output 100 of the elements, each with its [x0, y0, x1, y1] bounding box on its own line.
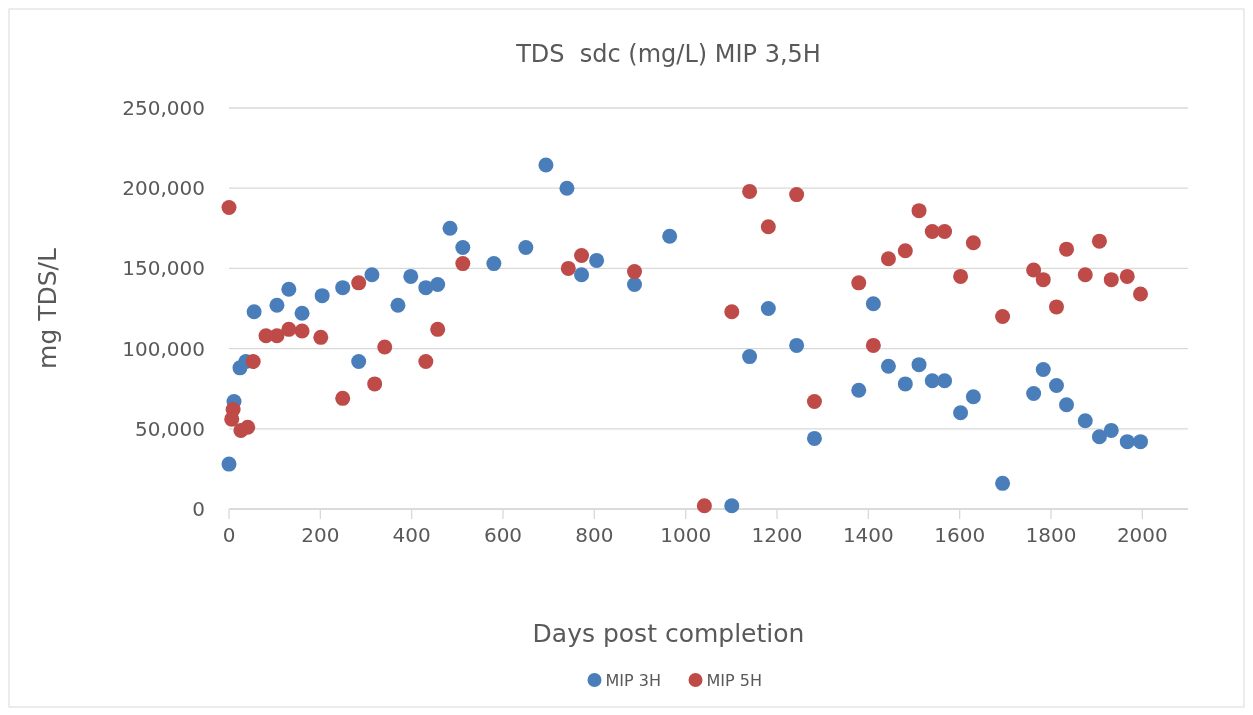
- point: [281, 321, 297, 337]
- point: [246, 304, 262, 320]
- point: [1103, 272, 1119, 288]
- point: [897, 376, 913, 392]
- chart-title: TDS sdc (mg/L) MIP 3,5H: [515, 40, 821, 68]
- x-tick-label: 2000: [1116, 523, 1168, 547]
- point: [760, 301, 776, 316]
- point: [314, 288, 330, 304]
- x-tick-label: 800: [575, 523, 614, 547]
- point: [760, 219, 776, 235]
- point: [335, 280, 351, 296]
- point: [294, 323, 310, 339]
- x-tick-label: 400: [392, 523, 431, 547]
- y-axis-title: mg TDS/L: [33, 247, 62, 369]
- point: [518, 240, 534, 256]
- point: [627, 264, 643, 280]
- point: [240, 419, 256, 435]
- point: [367, 376, 383, 392]
- point: [1133, 434, 1149, 450]
- point: [911, 357, 927, 373]
- x-axis-title: Days post completion: [532, 619, 805, 648]
- point: [245, 353, 261, 369]
- point: [995, 475, 1011, 491]
- point: [742, 183, 758, 199]
- point: [351, 353, 367, 369]
- point: [221, 456, 237, 472]
- point: [418, 353, 434, 369]
- point: [953, 268, 969, 284]
- point: [335, 390, 351, 406]
- y-tick-label: 50,000: [135, 416, 205, 441]
- point: [806, 430, 822, 446]
- point: [418, 280, 434, 296]
- point: [486, 256, 502, 272]
- point: [880, 358, 896, 374]
- point: [559, 180, 575, 196]
- point: [1059, 397, 1075, 413]
- point: [442, 220, 458, 236]
- point: [851, 275, 867, 291]
- point: [430, 276, 446, 292]
- point: [403, 268, 419, 284]
- point: [1026, 386, 1042, 402]
- point: [897, 243, 913, 259]
- point: [724, 304, 740, 320]
- legend-label: MIP 5H: [706, 671, 762, 690]
- y-tick-label: 200,000: [122, 176, 205, 201]
- point: [937, 373, 953, 389]
- y-tick-label: 100,000: [122, 336, 205, 361]
- x-tick-label: 1400: [842, 523, 894, 547]
- point: [269, 328, 285, 344]
- point: [911, 203, 927, 219]
- point: [851, 382, 867, 398]
- point: [995, 309, 1011, 325]
- point: [455, 240, 471, 256]
- point: [1091, 233, 1107, 249]
- point: [364, 267, 380, 283]
- x-tick-label: 1600: [934, 523, 986, 547]
- point: [574, 267, 590, 283]
- x-tick-label: 200: [301, 523, 340, 547]
- legend-label: MIP 3H: [605, 671, 661, 690]
- point: [351, 275, 367, 291]
- point: [269, 297, 285, 313]
- point: [1091, 429, 1107, 445]
- point: [880, 251, 896, 267]
- point: [1059, 241, 1075, 257]
- point: [696, 498, 712, 514]
- point: [965, 389, 981, 405]
- point: [574, 248, 590, 264]
- point: [742, 349, 758, 365]
- point: [430, 321, 446, 337]
- point: [1077, 267, 1093, 283]
- x-tick-label: 1000: [660, 523, 712, 547]
- point: [1119, 268, 1135, 284]
- point: [789, 337, 805, 353]
- x-tick-label: 1200: [751, 523, 803, 547]
- point: [1103, 422, 1119, 438]
- point: [1035, 272, 1051, 288]
- x-tick-label: 0: [222, 523, 236, 547]
- point: [313, 329, 329, 345]
- point: [627, 276, 643, 292]
- point: [294, 305, 310, 321]
- point: [937, 224, 953, 240]
- x-tick-label: 600: [483, 523, 523, 547]
- point: [1119, 434, 1135, 450]
- y-tick-label: 150,000: [122, 256, 205, 281]
- point: [789, 187, 805, 203]
- point: [1048, 299, 1064, 315]
- y-tick-label: 250,000: [122, 96, 205, 120]
- x-tick-label: 1800: [1025, 523, 1077, 547]
- point: [221, 199, 237, 215]
- point: [662, 228, 678, 244]
- point: [924, 373, 940, 389]
- point: [865, 296, 881, 312]
- point: [865, 337, 881, 353]
- point: [281, 281, 297, 297]
- point: [1026, 262, 1042, 278]
- point: [390, 297, 406, 313]
- point: [589, 252, 605, 268]
- point: [560, 260, 576, 276]
- point: [1048, 377, 1064, 393]
- point: [1133, 286, 1149, 302]
